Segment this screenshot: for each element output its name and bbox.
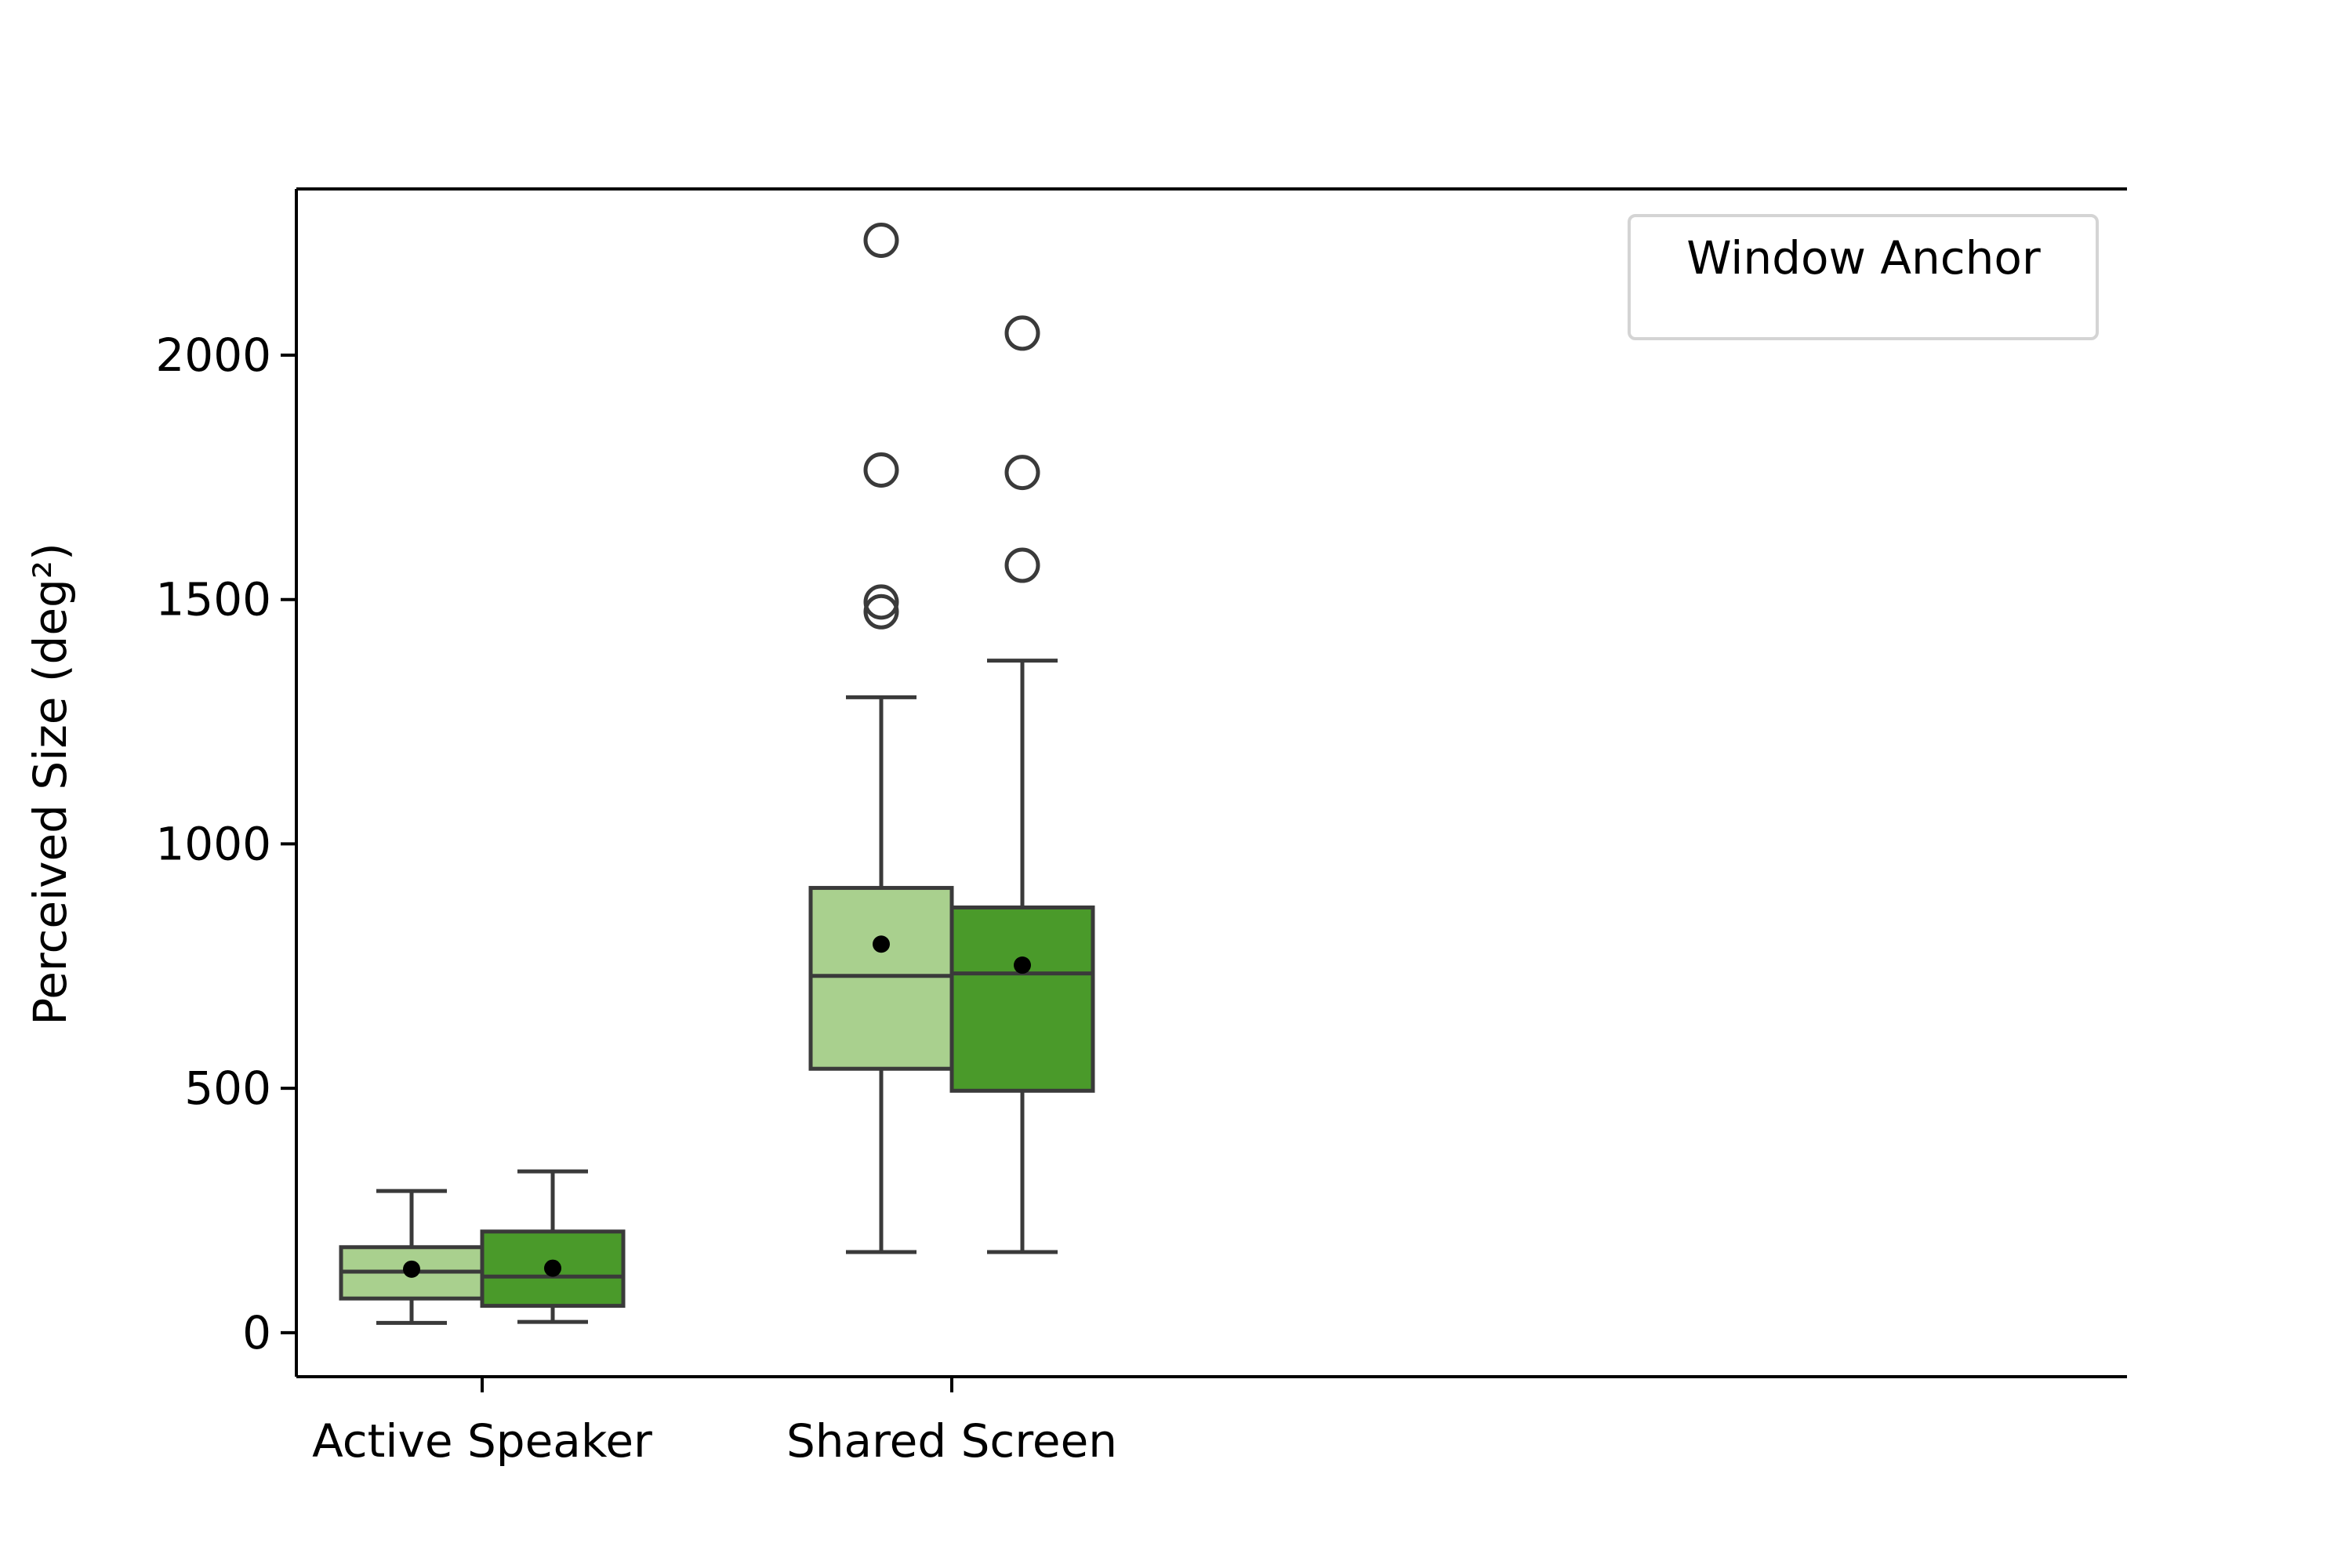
- box-iqr: [949, 905, 1095, 1093]
- outlier-point: [1004, 547, 1040, 583]
- outlier-point: [863, 222, 899, 258]
- y-tick-label: 0: [242, 1306, 271, 1359]
- legend-frame: [1628, 214, 2099, 340]
- x-tick-label: Shared Screen: [786, 1414, 1117, 1468]
- plot-area: [339, 222, 1095, 1325]
- axes: 0 500 1000 1500 2000 Active Speaker Shared Scr…: [155, 187, 2127, 1468]
- mean-marker: [544, 1259, 561, 1277]
- outlier-point: [1004, 315, 1040, 351]
- outlier-point: [863, 593, 899, 630]
- y-tick-label: 1500: [155, 573, 271, 626]
- y-tick-label: 2000: [155, 328, 271, 382]
- outlier-point: [1004, 455, 1040, 491]
- box-group: [949, 315, 1095, 1254]
- mean-marker: [873, 935, 890, 953]
- legend-title: Window Anchor: [1686, 231, 2041, 285]
- box-group: [339, 1189, 485, 1325]
- x-tick-label: Active Speaker: [312, 1414, 652, 1468]
- legend: Window Anchor: [1628, 214, 2099, 340]
- box-group: [808, 222, 954, 1254]
- y-axis-label: Perceived Size (deg²): [24, 543, 77, 1025]
- outlier-point: [863, 452, 899, 488]
- box-iqr: [808, 886, 954, 1071]
- mean-marker: [1014, 956, 1031, 975]
- y-tick-label: 500: [184, 1062, 271, 1115]
- y-tick-label: 1000: [155, 817, 271, 870]
- outlier-point: [863, 584, 899, 620]
- mean-marker: [403, 1260, 420, 1278]
- box-group: [480, 1169, 626, 1324]
